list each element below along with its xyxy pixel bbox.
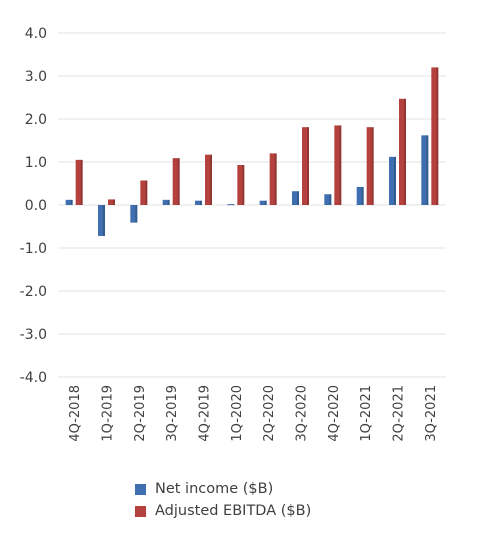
- bar-net-income: [227, 204, 235, 206]
- bar-net-income: [389, 156, 396, 205]
- bar-net-income-shade: [167, 199, 170, 205]
- bar-net-income-shade: [135, 205, 138, 223]
- bar-net-income: [195, 200, 202, 205]
- x-tick-label: 3Q-2020: [295, 385, 310, 442]
- gridlines: [58, 32, 446, 378]
- legend-label-adjusted-ebitda: Adjusted EBITDA ($B): [155, 503, 312, 519]
- bar-adjusted-ebitda: [334, 125, 342, 205]
- x-axis-labels: 4Q-2018 1Q-2019 2Q-2019 3Q-2019 4Q-2019 1Q-20…: [68, 385, 439, 442]
- bar-adjusted-ebitda: [399, 98, 406, 205]
- y-tick-label: -1.0: [20, 241, 47, 257]
- bar-adjusted-ebitda-shade: [80, 159, 83, 205]
- bar-net-income: [324, 194, 332, 205]
- bar-adjusted-ebitda-shade: [145, 180, 148, 205]
- legend-item-net-income: Net income ($B): [135, 478, 311, 500]
- x-tick-label: 2Q-2019: [133, 385, 148, 442]
- bar-net-income: [65, 199, 73, 205]
- bar-net-income: [356, 186, 364, 205]
- y-tick-label: -4.0: [20, 370, 47, 386]
- y-tick-label: -2.0: [20, 284, 47, 300]
- bar-net-income: [162, 199, 170, 205]
- x-tick-label: 3Q-2019: [165, 385, 180, 442]
- bar-net-income: [259, 200, 267, 205]
- bar-adjusted-ebitda: [366, 127, 374, 205]
- y-tick-label: 4.0: [25, 26, 47, 42]
- bars: [65, 67, 439, 236]
- x-tick-label: 2Q-2020: [262, 385, 277, 442]
- bar-net-income: [292, 191, 299, 205]
- y-tick-label: 0.0: [25, 198, 47, 214]
- bar-net-income-shade: [394, 156, 396, 205]
- bar-adjusted-ebitda: [172, 158, 180, 205]
- x-tick-label: 1Q-2021: [359, 385, 374, 442]
- bar-net-income-shade: [70, 199, 73, 205]
- bar-adjusted-ebitda-shade: [307, 127, 309, 205]
- bar-adjusted-ebitda: [75, 159, 83, 205]
- y-tick-label: 3.0: [25, 69, 47, 85]
- bar-adjusted-ebitda-shade: [436, 67, 439, 206]
- legend-swatch-net-income: [135, 483, 146, 495]
- bar-net-income-shade: [200, 200, 202, 205]
- bar-adjusted-ebitda: [140, 180, 148, 205]
- bar-adjusted-ebitda-shade: [274, 153, 277, 205]
- bar-net-income-shade: [103, 205, 105, 236]
- y-tick-label: 1.0: [25, 155, 47, 171]
- bar-net-income-shade: [426, 135, 429, 205]
- x-tick-label: 4Q-2018: [68, 385, 83, 442]
- x-tick-label: 4Q-2020: [327, 385, 342, 442]
- y-tick-label: 2.0: [25, 112, 47, 128]
- bar-adjusted-ebitda-shade: [242, 165, 245, 205]
- legend: Net income ($B) Adjusted EBITDA ($B): [135, 478, 311, 522]
- bar-net-income-shade: [361, 186, 364, 205]
- x-tick-label: 2Q-2021: [392, 385, 407, 442]
- bar-net-income-shade: [329, 194, 332, 205]
- x-tick-label: 4Q-2019: [198, 385, 213, 442]
- bar-adjusted-ebitda-shade: [339, 125, 342, 205]
- y-tick-label: -3.0: [20, 327, 47, 343]
- bar-adjusted-ebitda: [237, 165, 245, 205]
- bar-adjusted-ebitda: [205, 154, 212, 205]
- x-tick-label: 1Q-2020: [230, 385, 245, 442]
- bar-adjusted-ebitda: [108, 199, 115, 205]
- x-tick-label: 1Q-2019: [101, 385, 116, 442]
- bar-adjusted-ebitda-shade: [177, 158, 180, 205]
- bar-adjusted-ebitda: [302, 127, 309, 205]
- bar-net-income-shade: [297, 191, 299, 205]
- bar-net-income: [98, 205, 105, 236]
- bar-adjusted-ebitda: [269, 153, 277, 205]
- legend-swatch-adjusted-ebitda: [135, 505, 146, 517]
- bar-net-income-shade: [264, 200, 267, 205]
- bar-net-income: [130, 205, 138, 223]
- bar-net-income: [421, 135, 429, 205]
- legend-label-net-income: Net income ($B): [155, 481, 274, 497]
- bar-adjusted-ebitda-shade: [404, 98, 406, 205]
- legend-item-adjusted-ebitda: Adjusted EBITDA ($B): [135, 500, 311, 522]
- y-axis-ticks: 4.0 3.0 2.0 1.0 0.0 -1.0 -2.0 -3.0 -4.0: [20, 26, 47, 386]
- bar-adjusted-ebitda-shade: [371, 127, 374, 205]
- bar-adjusted-ebitda-shade: [113, 199, 115, 205]
- bar-adjusted-ebitda: [431, 67, 439, 206]
- bar-adjusted-ebitda-shade: [210, 154, 212, 205]
- bar-net-income-shade: [232, 204, 235, 206]
- x-tick-label: 3Q-2021: [424, 385, 439, 442]
